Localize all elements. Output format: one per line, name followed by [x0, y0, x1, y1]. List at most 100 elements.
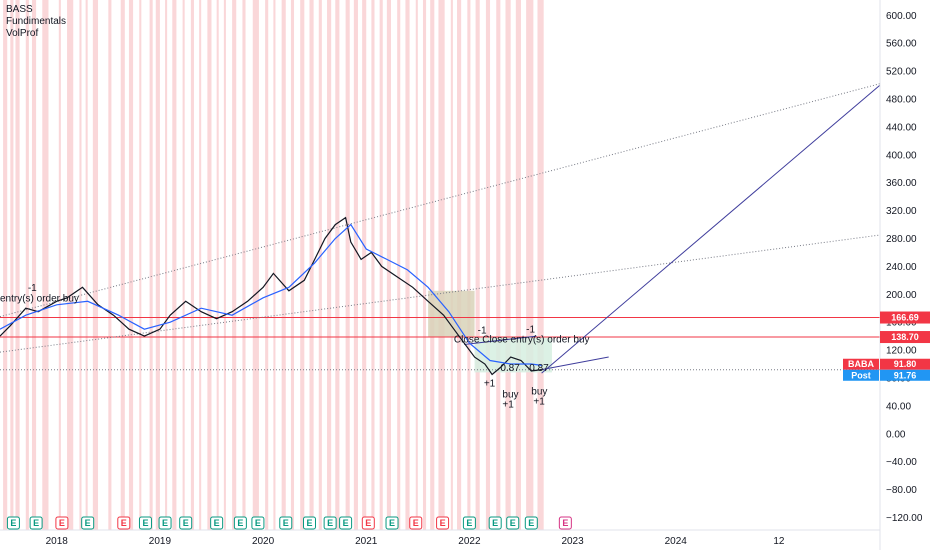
earnings-marker[interactable]: E: [138, 516, 152, 530]
earnings-label: E: [121, 518, 127, 528]
earnings-label: E: [466, 518, 472, 528]
earnings-box: [29, 516, 43, 530]
earnings-box: [488, 516, 502, 530]
y-tick-label: 520.00: [886, 67, 917, 78]
earnings-marker[interactable]: E: [436, 516, 450, 530]
earnings-marker[interactable]: E: [409, 516, 423, 530]
earnings-label: E: [33, 518, 39, 528]
y-tick-label: 440.00: [886, 122, 917, 133]
symbol-tag[interactable]: [843, 358, 879, 370]
price-level-tag[interactable]: [880, 331, 930, 344]
earnings-label: E: [214, 518, 220, 528]
highlight-band: [232, 0, 237, 530]
highlight-band: [3, 0, 8, 530]
earnings-marker[interactable]: E: [302, 516, 316, 530]
highlight-band: [475, 0, 480, 530]
earnings-box: [339, 516, 353, 530]
highlight-band: [371, 0, 375, 530]
earnings-box: [323, 516, 337, 530]
y-tick-label: 0.00: [886, 429, 906, 440]
earnings-marker[interactable]: E: [55, 516, 69, 530]
highlight-band: [415, 0, 418, 530]
trend-line[interactable]: [0, 234, 881, 353]
highlight-band: [353, 0, 358, 530]
highlight-band: [252, 0, 259, 530]
horizontal-lines: [0, 317, 880, 371]
trend-line[interactable]: [541, 84, 881, 374]
y-tick-label: 40.00: [886, 401, 911, 412]
earnings-box: [81, 516, 95, 530]
y-tick-label: 360.00: [886, 178, 917, 189]
earnings-marker[interactable]: E: [524, 516, 538, 530]
earnings-marker[interactable]: E: [385, 516, 399, 530]
annotation-label: Close Close entry(s) order buy: [454, 334, 590, 345]
earnings-marker[interactable]: E: [279, 516, 293, 530]
earnings-marker[interactable]: E: [210, 516, 224, 530]
x-tick-label: 2020: [252, 536, 275, 547]
highlight-band: [25, 0, 29, 530]
highlight-band: [108, 0, 112, 530]
earnings-marker[interactable]: E: [323, 516, 337, 530]
earnings-marker[interactable]: E: [251, 516, 265, 530]
earnings-marker[interactable]: E: [339, 516, 353, 530]
earnings-box: [55, 516, 69, 530]
price-tag[interactable]: [880, 369, 930, 381]
highlight-band: [242, 0, 246, 530]
price-level-tag-label: 166.69: [891, 313, 919, 323]
earnings-box: [138, 516, 152, 530]
x-tick-label: 2019: [149, 536, 172, 547]
price-tag[interactable]: [880, 358, 930, 370]
x-tick-label: 2018: [46, 536, 69, 547]
earnings-label: E: [510, 518, 516, 528]
earnings-label: E: [10, 518, 16, 528]
earnings-marker[interactable]: E: [117, 516, 131, 530]
earnings-marker[interactable]: E: [81, 516, 95, 530]
annotation-label: -1: [28, 283, 37, 294]
earnings-label: E: [183, 518, 189, 528]
earnings-marker[interactable]: E: [29, 516, 43, 530]
axes: [0, 0, 881, 550]
earnings-marker[interactable]: E: [361, 516, 375, 530]
legend-fundimentals[interactable]: Fundimentals: [6, 16, 67, 27]
earnings-box: [409, 516, 423, 530]
x-tick-label: 12: [773, 536, 785, 547]
highlight-band: [438, 0, 445, 530]
highlight-band: [318, 0, 322, 530]
earnings-box: [361, 516, 375, 530]
legend-volprof[interactable]: VolProf: [6, 28, 39, 39]
earnings-box: [158, 516, 172, 530]
earnings-marker[interactable]: E: [488, 516, 502, 530]
x-axis-ticks: 2018 2019 2020 2021 2022 2023 2024 12: [46, 536, 785, 547]
earnings-box: [436, 516, 450, 530]
earnings-marker[interactable]: E: [462, 516, 476, 530]
trend-line[interactable]: [541, 356, 609, 371]
x-tick-label: 2022: [458, 536, 481, 547]
earnings-label: E: [85, 518, 91, 528]
earnings-marker[interactable]: E: [506, 516, 520, 530]
highlight-band: [182, 0, 185, 530]
symbol-tag[interactable]: [843, 369, 879, 381]
earnings-box: [385, 516, 399, 530]
annotation-label: +1: [533, 396, 545, 407]
legend-bass[interactable]: BASS: [6, 4, 33, 15]
y-tick-label: 120.00: [886, 346, 917, 357]
earnings-marker[interactable]: E: [233, 516, 247, 530]
trend-line[interactable]: [464, 335, 537, 345]
price-tag-label: 91.80: [894, 359, 917, 369]
earnings-marker[interactable]: E: [6, 516, 20, 530]
earnings-box: [233, 516, 247, 530]
earnings-marker[interactable]: E: [558, 516, 572, 530]
series-line[interactable]: [0, 223, 542, 366]
price-level-tag[interactable]: [880, 311, 930, 324]
highlight-band: [273, 0, 276, 530]
highlight-band: [362, 0, 367, 530]
price-level-tag-label: 138.70: [891, 332, 919, 342]
earnings-marker[interactable]: E: [158, 516, 172, 530]
earnings-marker[interactable]: E: [179, 516, 193, 530]
highlight-band: [172, 0, 177, 530]
highlight-band: [92, 0, 99, 530]
y-tick-label: 480.00: [886, 95, 917, 106]
y-tick-label: 320.00: [886, 206, 917, 217]
